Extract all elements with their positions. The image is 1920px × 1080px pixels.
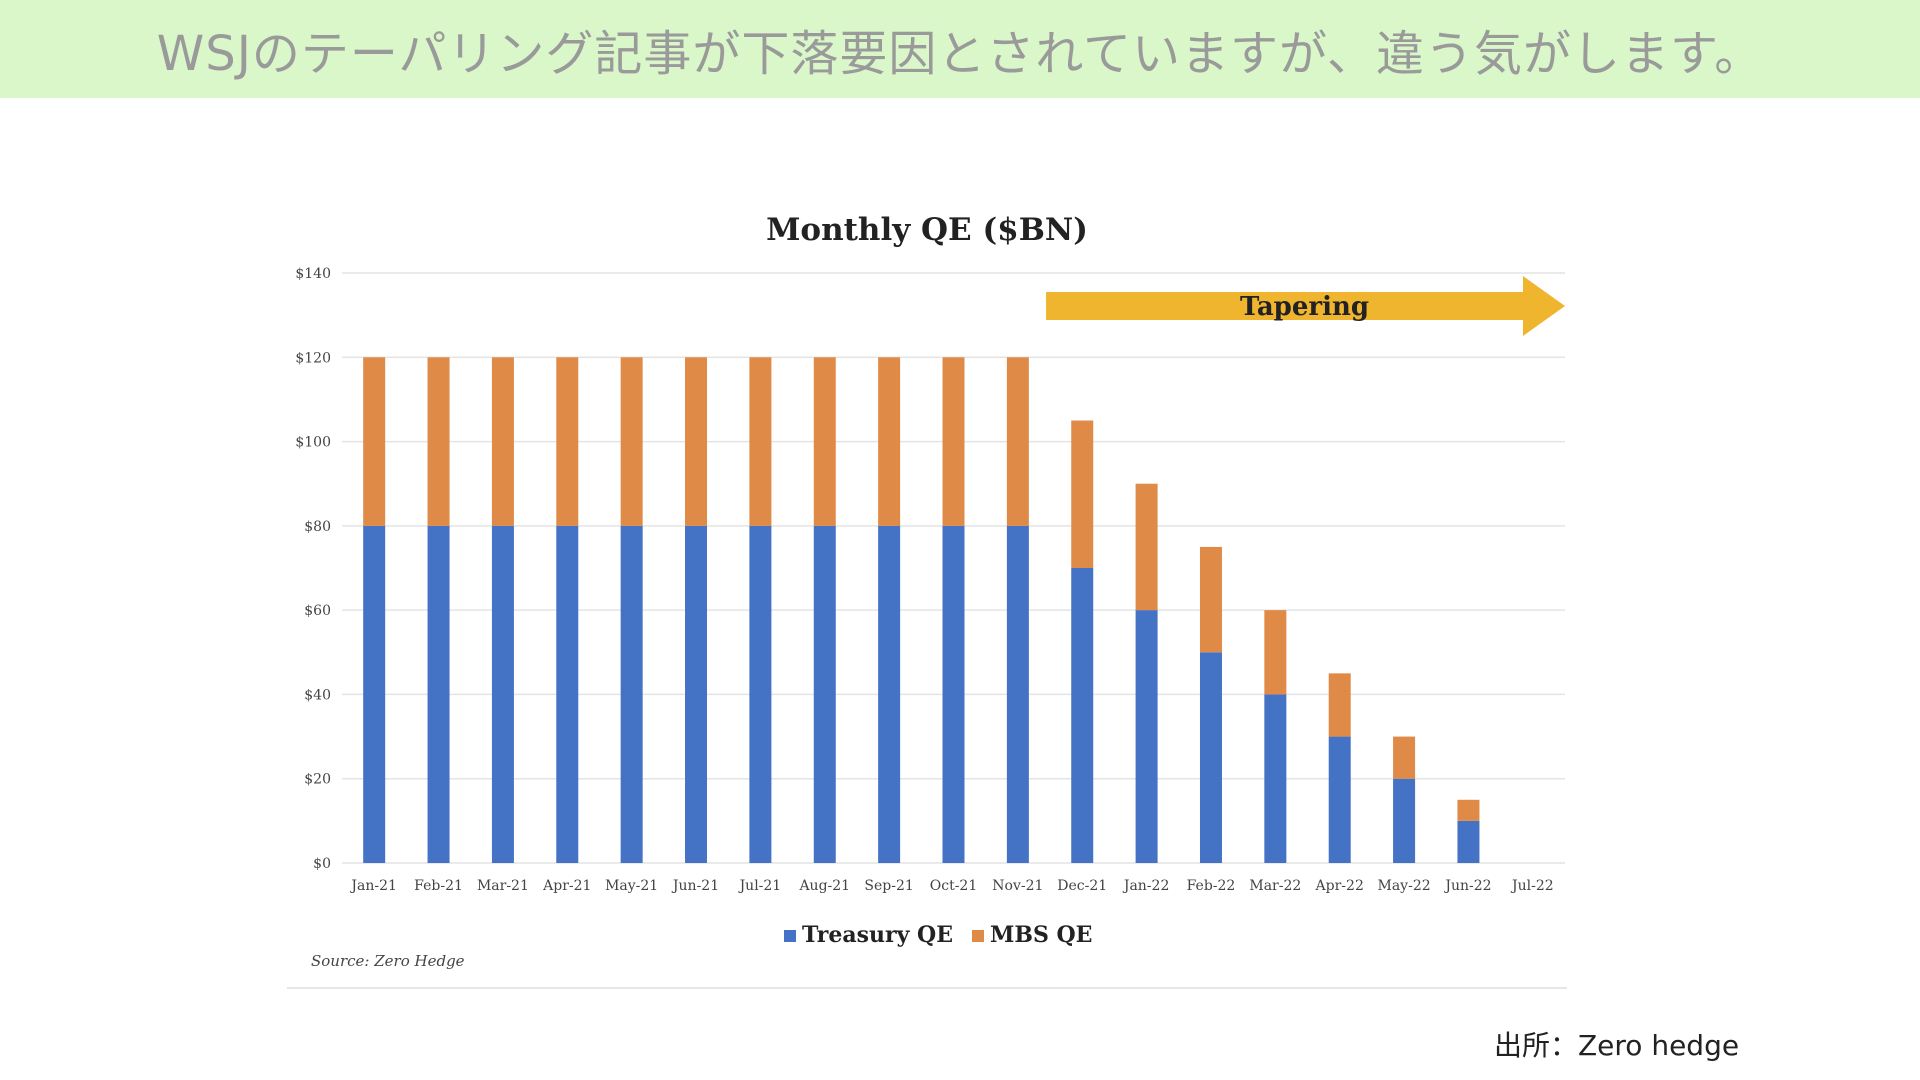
y-tick-label: $40	[304, 687, 331, 703]
chart-title: Monthly QE ($BN)	[766, 212, 1088, 248]
treasury-bar	[749, 525, 772, 863]
source-credit: 出所：Zero hedge	[1494, 1029, 1740, 1062]
treasury-bar	[363, 525, 386, 863]
mbs-bar	[620, 357, 643, 526]
treasury-bar	[1006, 525, 1029, 863]
treasury-bar	[1328, 736, 1351, 863]
y-tick-label: $80	[304, 519, 331, 535]
y-tick-label: $120	[295, 350, 331, 366]
x-tick-label: Jan-22	[1122, 878, 1170, 894]
monthly-qe-chart: Monthly QE ($BN) $0 $20 $40 $60 $80 $100 $120 $1…	[295, 212, 1565, 970]
treasury-bar	[427, 525, 450, 863]
x-tick-label: May-21	[605, 878, 658, 894]
x-tick-label: Jun-21	[671, 878, 719, 894]
mbs-bar	[1006, 357, 1029, 526]
legend-swatch	[972, 930, 984, 942]
treasury-bar	[813, 525, 836, 863]
mbs-bar	[363, 357, 386, 526]
x-tick-label: Feb-21	[414, 878, 463, 894]
x-tick-label: Jul-22	[1510, 878, 1554, 894]
mbs-bar	[1199, 546, 1222, 653]
tapering-label: Tapering	[1240, 292, 1369, 322]
x-tick-label: Sep-21	[864, 878, 913, 894]
mbs-bar	[556, 357, 579, 526]
x-tick-label: May-22	[1378, 878, 1431, 894]
mbs-bar	[1393, 736, 1416, 779]
mbs-bar	[942, 357, 965, 526]
x-tick-label: Jun-22	[1443, 878, 1491, 894]
legend-swatch	[784, 930, 796, 942]
mbs-bar	[749, 357, 772, 526]
mbs-bar	[427, 357, 450, 526]
x-tick-label: Nov-21	[992, 878, 1043, 894]
mbs-bar	[491, 357, 514, 526]
mbs-bar	[1135, 483, 1158, 611]
x-tick-label: Apr-21	[542, 878, 591, 894]
y-tick-label: $140	[295, 266, 331, 282]
x-tick-label: Jul-21	[738, 878, 782, 894]
mbs-bar	[1328, 673, 1351, 737]
treasury-bar	[556, 525, 579, 863]
title-banner: WSJのテーパリング記事が下落要因とされていますが、違う気がします。	[0, 0, 1920, 98]
treasury-bar	[685, 525, 708, 863]
y-tick-label: $60	[304, 603, 331, 619]
treasury-bar	[942, 525, 965, 863]
y-tick-label: $0	[313, 856, 331, 872]
mbs-bar	[878, 357, 901, 526]
banner-text: WSJのテーパリング記事が下落要因とされていますが、違う気がします。	[156, 26, 1764, 82]
x-tick-label: Feb-22	[1187, 878, 1236, 894]
y-tick-label: $20	[304, 772, 331, 788]
mbs-bar	[1457, 799, 1480, 821]
treasury-bar	[1393, 778, 1416, 863]
mbs-bar	[1264, 610, 1287, 695]
mbs-bar	[813, 357, 836, 526]
legend-label: Treasury QE	[802, 922, 953, 948]
treasury-bar	[878, 525, 901, 863]
y-tick-label: $100	[295, 435, 331, 451]
mbs-bar	[1071, 420, 1094, 568]
x-tick-label: Oct-21	[930, 878, 978, 894]
x-tick-label: Mar-22	[1249, 878, 1301, 894]
chart-source-note: Source: Zero Hedge	[311, 952, 465, 970]
treasury-bar	[1199, 652, 1222, 863]
tapering-arrow	[1046, 276, 1565, 336]
x-tick-label: Mar-21	[477, 878, 529, 894]
treasury-bar	[491, 525, 514, 863]
treasury-bar	[1071, 568, 1094, 863]
treasury-bar	[1264, 694, 1287, 863]
treasury-bar	[1135, 610, 1158, 863]
x-tick-label: Apr-22	[1315, 878, 1364, 894]
chart-image: Monthly QE ($BN) $0 $20 $40 $60 $80 $100 $120 $1…	[287, 195, 1567, 989]
x-tick-label: Jan-21	[349, 878, 397, 894]
x-tick-label: Aug-21	[798, 878, 850, 894]
mbs-bar	[685, 357, 708, 526]
treasury-bar	[620, 525, 643, 863]
x-tick-label: Dec-21	[1057, 878, 1107, 894]
legend-label: MBS QE	[990, 922, 1092, 948]
treasury-bar	[1457, 820, 1480, 863]
